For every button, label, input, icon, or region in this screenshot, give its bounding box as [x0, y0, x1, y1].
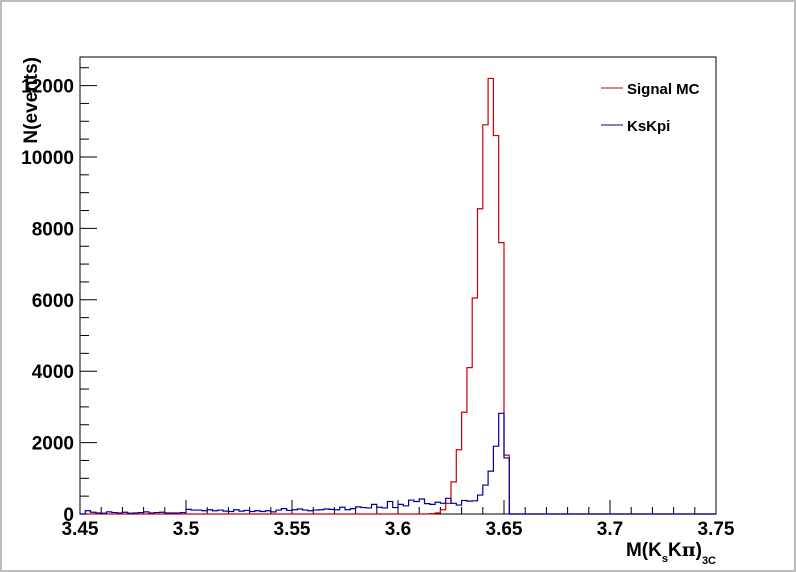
x-axis-title-sub1: s — [662, 553, 668, 565]
y-tick-label: 10000 — [21, 148, 74, 169]
y-tick-label: 2000 — [32, 434, 74, 455]
x-axis-title-prefix: M(K — [626, 540, 662, 561]
x-tick-labels: 3.45 3.5 3.55 3.6 3.65 3.7 3.75 — [62, 519, 735, 540]
x-tick-label: 3.7 — [597, 519, 623, 540]
plot-frame — [79, 56, 717, 515]
x-axis-title: M(KsKπ)3C — [626, 539, 716, 567]
y-tick-label: 4000 — [32, 362, 74, 383]
histogram-series — [80, 77, 716, 515]
x-axis-title-mid: K — [668, 540, 682, 561]
x-tick-label: 3.6 — [385, 519, 411, 540]
legend-label-signal-mc: Signal MC — [627, 81, 700, 98]
x-tick-label: 3.5 — [173, 519, 200, 540]
y-axis-title: N(events) — [21, 57, 42, 144]
x-axis-title-close: ) — [696, 540, 702, 561]
legend: Signal MC KsKpi — [601, 81, 700, 135]
x-axis-title-sub2: 3C — [702, 555, 716, 567]
y-tick-label: 6000 — [32, 291, 74, 312]
y-tick-label: 0 — [63, 505, 74, 526]
x-tick-label: 3.65 — [486, 519, 523, 540]
y-tick-label: 12000 — [21, 77, 74, 98]
legend-label-kskpi: KsKpi — [627, 118, 670, 135]
x-tick-label: 3.75 — [698, 519, 735, 540]
x-tick-label: 3.55 — [274, 519, 311, 540]
x-tick-label: 3.45 — [62, 519, 99, 540]
y-tick-labels: 0 2000 4000 6000 8000 10000 12000 — [21, 77, 74, 526]
x-axis-title-pi: π — [682, 539, 696, 561]
series-line-kskpi — [80, 412, 716, 515]
y-tick-label: 8000 — [32, 219, 74, 240]
